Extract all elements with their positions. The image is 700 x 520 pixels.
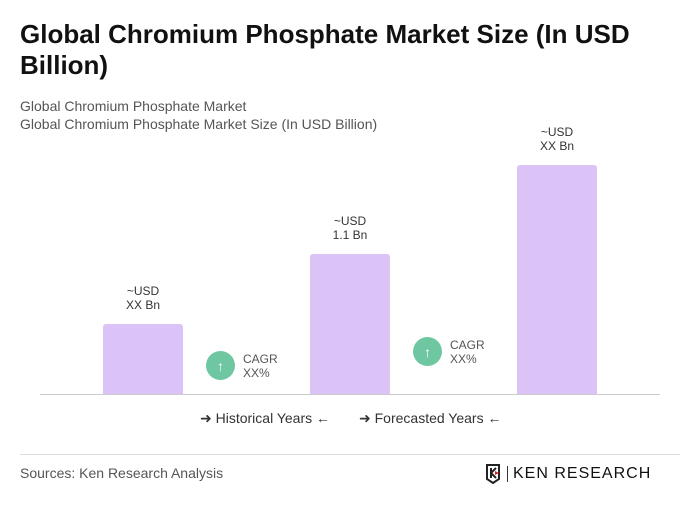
logo-text: KEN RESEARCH bbox=[513, 465, 652, 482]
divider bbox=[20, 454, 680, 455]
data-label: ~USD XX Bn bbox=[507, 125, 607, 153]
cagr-badge-2: ↑ CAGR XX% bbox=[413, 337, 485, 366]
data-label: ~USD XX Bn bbox=[93, 284, 193, 312]
data-label-line: XX Bn bbox=[125, 298, 161, 312]
data-label-line: 1.1 Bn bbox=[332, 228, 368, 242]
legend-historical: ➜ Historical Years ← bbox=[200, 410, 331, 426]
data-label-line: ~USD bbox=[333, 214, 367, 228]
page-title: Global Chromium Phosphate Market Size (I… bbox=[20, 19, 630, 80]
cagr-badge-1: ↑ CAGR XX% bbox=[206, 351, 278, 380]
arrow-up-icon: ↑ bbox=[206, 351, 235, 380]
ken-research-logo: KEN RESEARCH bbox=[486, 464, 651, 484]
data-label-line: XX Bn bbox=[539, 138, 575, 153]
bar bbox=[310, 254, 390, 394]
cagr-value: XX% bbox=[450, 351, 477, 366]
subtitle: Global Chromium Phosphate Market bbox=[20, 98, 247, 114]
data-label: ~USD 1.1 Bn bbox=[300, 214, 400, 242]
arrow-up-icon: ↑ bbox=[413, 337, 442, 366]
legend-forecasted: ➜ Forecasted Years ← bbox=[359, 410, 502, 426]
cagr-label: CAGR bbox=[450, 337, 485, 352]
legend-label: Forecasted Years bbox=[374, 410, 484, 426]
x-axis-line bbox=[40, 394, 660, 395]
source-text: Sources: Ken Research Analysis bbox=[20, 465, 224, 481]
bar bbox=[517, 164, 597, 394]
data-label-line: ~USD bbox=[126, 284, 160, 298]
bar bbox=[103, 324, 183, 394]
logo-icon bbox=[486, 464, 500, 484]
cagr-value: XX% bbox=[243, 365, 270, 380]
legend-label: Historical Years bbox=[215, 410, 313, 426]
cagr-label: CAGR bbox=[243, 351, 278, 366]
data-label-line: ~USD bbox=[540, 124, 574, 139]
subtitle-2: Global Chromium Phosphate Market Size (I… bbox=[20, 116, 378, 132]
